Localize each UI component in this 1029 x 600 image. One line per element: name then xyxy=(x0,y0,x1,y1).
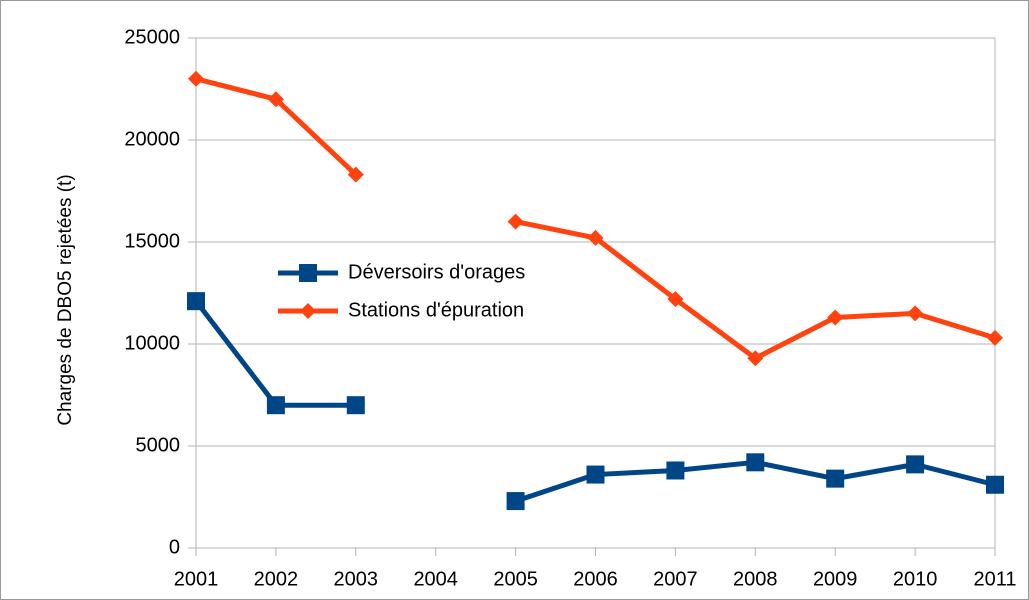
data-point xyxy=(188,70,204,87)
x-tick-label: 2006 xyxy=(573,568,618,590)
data-point xyxy=(266,396,285,415)
data-point xyxy=(346,396,365,415)
x-tick-label: 2001 xyxy=(174,568,219,590)
data-point xyxy=(187,292,205,311)
data-point xyxy=(906,455,925,474)
x-tick-label: 2002 xyxy=(254,568,299,590)
y-tick-label: 20000 xyxy=(124,128,180,150)
data-point xyxy=(986,475,1004,494)
data-point xyxy=(267,91,284,108)
x-tick-label: 2005 xyxy=(493,568,538,590)
data-point xyxy=(747,350,764,367)
x-tick-label: 2010 xyxy=(893,568,938,590)
legend-label: Déversoirs d'orages xyxy=(348,261,525,283)
data-point xyxy=(666,461,685,480)
y-tick-label: 10000 xyxy=(124,332,180,354)
x-tick-label: 2008 xyxy=(733,568,778,590)
y-tick-label: 0 xyxy=(169,536,180,558)
legend-marker xyxy=(300,303,316,319)
x-tick-label: 2009 xyxy=(813,568,858,590)
data-point xyxy=(506,492,525,511)
data-point xyxy=(507,213,524,230)
data-point xyxy=(347,166,364,183)
data-point xyxy=(586,465,605,484)
x-tick-label: 2003 xyxy=(334,568,379,590)
data-point xyxy=(907,305,924,322)
x-tick-label: 2007 xyxy=(653,568,698,590)
y-axis-label: Charges de DBO5 rejetées (t) xyxy=(55,174,76,425)
y-tick-label: 25000 xyxy=(124,26,180,48)
y-tick-label: 5000 xyxy=(136,434,181,456)
x-tick-label: 2004 xyxy=(413,568,458,590)
x-tick-label: 2011 xyxy=(973,568,1016,590)
legend-label: Stations d'épuration xyxy=(348,299,524,321)
data-point xyxy=(746,453,765,472)
data-point xyxy=(827,309,844,326)
legend-marker xyxy=(299,264,317,282)
data-point xyxy=(667,291,684,308)
data-point xyxy=(826,469,845,488)
data-point xyxy=(587,229,604,246)
data-point xyxy=(987,329,1003,346)
y-tick-label: 15000 xyxy=(124,230,180,252)
